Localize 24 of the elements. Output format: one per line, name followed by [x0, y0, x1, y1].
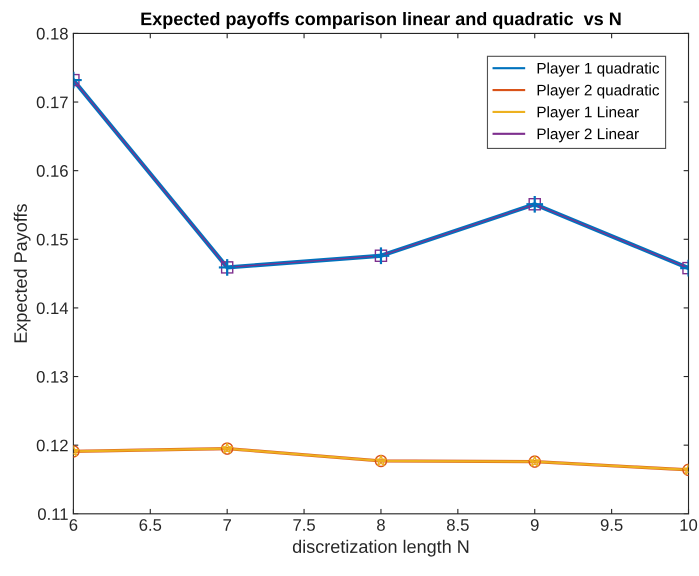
y-tick-label: 0.15	[36, 234, 68, 246]
x-tick-label: 7	[223, 519, 231, 531]
x-tick-label: 6	[70, 519, 78, 531]
x-tick-label: 7.5	[293, 519, 315, 531]
legend-label: Player 2 Linear	[538, 128, 639, 142]
y-tick-label: 0.11	[38, 508, 68, 520]
legend-label: Player 1 quadratic	[538, 62, 660, 77]
y-tick-label: 0.13	[36, 370, 68, 383]
y-tick-label: 0.16	[36, 165, 68, 177]
x-axis-title: discretization length N	[292, 540, 468, 557]
y-tick-label: 0.18	[36, 28, 68, 40]
x-tick-label: 8	[377, 519, 385, 531]
x-tick-label: 8.5	[446, 519, 469, 531]
y-axis-title: Expected Payoffs	[14, 204, 31, 342]
x-tick-label: 6.5	[140, 519, 162, 531]
x-tick-label: 9.5	[600, 519, 623, 531]
y-tick-label: 0.14	[36, 302, 68, 314]
legend-label: Player 2 quadratic	[538, 84, 660, 99]
x-tick-label: 10	[680, 519, 698, 531]
x-tick-label: 9	[530, 519, 539, 531]
chart-title: Expected payoffs comparison linear and quadratic vs N	[141, 12, 621, 29]
y-tick-label: 0.17	[36, 96, 68, 108]
legend-label: Player 1 Linear	[538, 106, 639, 120]
y-tick-label: 0.12	[36, 440, 68, 452]
